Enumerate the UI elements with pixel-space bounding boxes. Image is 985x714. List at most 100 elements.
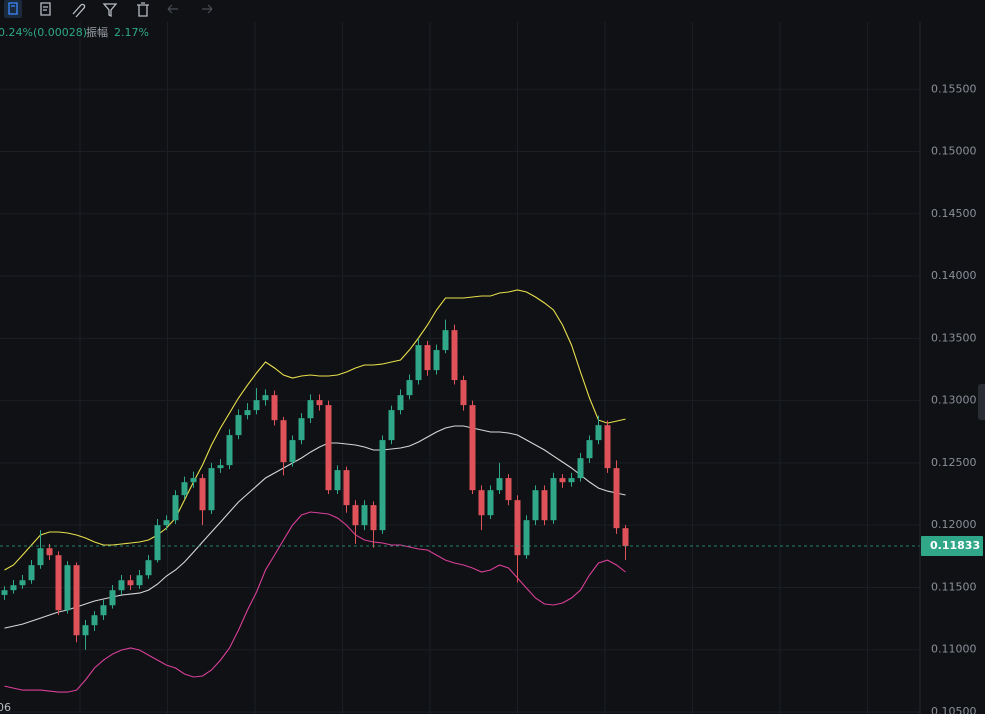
candle-body [370,505,377,531]
candle-body [532,490,539,521]
candle-body [127,580,134,586]
candle-body [145,560,152,576]
candle-body [487,490,494,516]
y-tick-label: 0.10500 [931,705,977,714]
candle-body [1,590,8,595]
candle-body [514,500,521,556]
candle-body [199,478,206,511]
candle-body [262,395,269,401]
candle-body [523,520,530,556]
candle-body [235,415,242,436]
y-tick-label: 0.12000 [931,518,977,531]
tool-icon[interactable] [72,3,86,18]
y-tick-label: 0.14000 [931,269,977,282]
price-axis: 0.10500 0.11000 0.11500 0.12000 0.12500 0.130… [921,82,983,714]
candle-body [406,380,413,396]
candle-body [334,470,341,491]
x-tick-label: 06 [0,701,11,714]
candle-body [37,548,44,566]
candle-body [505,478,512,501]
candle-body [100,605,107,616]
band-line [4,289,626,571]
side-handle[interactable] [978,384,985,420]
candle-body [19,580,26,586]
candle-body [460,380,467,406]
amplitude-label: 振幅 [86,25,108,39]
band-line [4,511,626,693]
y-tick-label: 0.14500 [931,207,977,220]
last-price-label: 0.11833 [930,539,980,552]
candle-body [478,490,485,516]
candle-body [208,468,215,511]
candle-body [415,345,422,381]
candle-body [424,345,431,371]
candle-body [217,465,224,469]
candle-body [433,350,440,371]
candle-body [379,440,386,531]
candle-body [46,548,53,556]
y-tick-label: 0.11500 [931,580,977,593]
candle-body [388,410,395,441]
candle-body [595,425,602,441]
y-tick-label: 0.13500 [931,331,977,344]
candle-body [118,580,125,591]
candle-body [541,490,548,521]
candle-body [172,495,179,521]
candle-body [325,405,332,491]
tool-icon[interactable] [102,3,118,18]
y-tick-label: 0.11000 [931,643,977,656]
candle-body [316,400,323,406]
candle-body [361,505,368,526]
candle-body [568,478,575,483]
toolbar [4,0,213,18]
candle-body [289,440,296,463]
candle-body [82,625,89,636]
candle-body [451,330,458,381]
candle-body [298,418,305,441]
candle-body [226,435,233,466]
y-tick-label: 0.12500 [931,456,977,469]
candle-body [73,565,80,636]
last-price-tag [921,535,983,556]
candle-body [469,405,476,491]
y-tick-label: 0.13000 [931,394,977,407]
candle-body [190,478,197,483]
tool-icon[interactable] [167,4,178,14]
candle-body [622,528,629,546]
candle-body [577,458,584,479]
candle-body [307,400,314,419]
candle-body [613,468,620,529]
candle-body [271,395,278,421]
candle-body [55,555,62,611]
band-line [4,425,626,629]
amplitude-value: 2.17% [114,26,149,39]
candle-body [253,400,260,411]
change-text: 0.24%(0.00028) [0,26,87,39]
candle-body [10,585,17,591]
candle-body [604,425,611,469]
grid [0,22,920,714]
candle-body [244,410,251,416]
candle-body [559,478,566,483]
tool-icon[interactable] [40,2,51,16]
candle-body [442,330,449,351]
tool-icon[interactable] [137,2,149,17]
candle-body [181,482,188,496]
candle-body [496,478,503,491]
candle-body [64,565,71,611]
y-tick-label: 0.15500 [931,82,977,95]
candle-body [91,615,98,626]
candle-body [397,395,404,411]
candle-body [109,590,116,606]
candle-body [163,520,170,526]
plot [0,289,920,693]
candle-body [586,440,593,459]
tool-icon[interactable] [202,4,213,14]
candle-body [136,575,143,586]
candle-body [28,565,35,581]
candle-body [280,420,287,463]
tool-icon[interactable] [8,2,18,15]
candle-body [550,478,557,521]
